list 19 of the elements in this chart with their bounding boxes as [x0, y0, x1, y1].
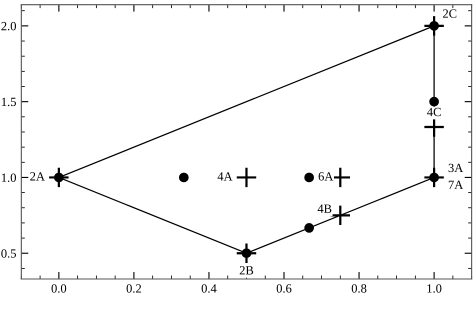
annotation: 2B [240, 266, 254, 274]
annotation: 2A [30, 172, 45, 180]
y-tick-label: 2.0 [1, 22, 16, 30]
y-tick-label: 1.0 [2, 173, 16, 182]
annotation: 7A [448, 180, 464, 189]
annotation: 4A [218, 172, 232, 180]
annotation: 2C [442, 9, 456, 18]
annotation: 4C [427, 108, 441, 116]
annotation: 4B [318, 204, 332, 213]
x-tick-label: 0.6 [276, 284, 292, 293]
x-tick-label: 0.2 [126, 284, 142, 293]
x-tick-label: 0.0 [52, 284, 66, 293]
annotation: 3A [448, 164, 464, 172]
x-tick-label: 1.0 [427, 284, 442, 293]
y-tick-label: 0.5 [1, 249, 16, 258]
y-tick-label: 1.5 [2, 98, 16, 106]
x-tick-label: 0.4 [202, 284, 217, 293]
annotation: 6A [318, 172, 334, 181]
x-tick-label: 0.8 [352, 284, 366, 293]
